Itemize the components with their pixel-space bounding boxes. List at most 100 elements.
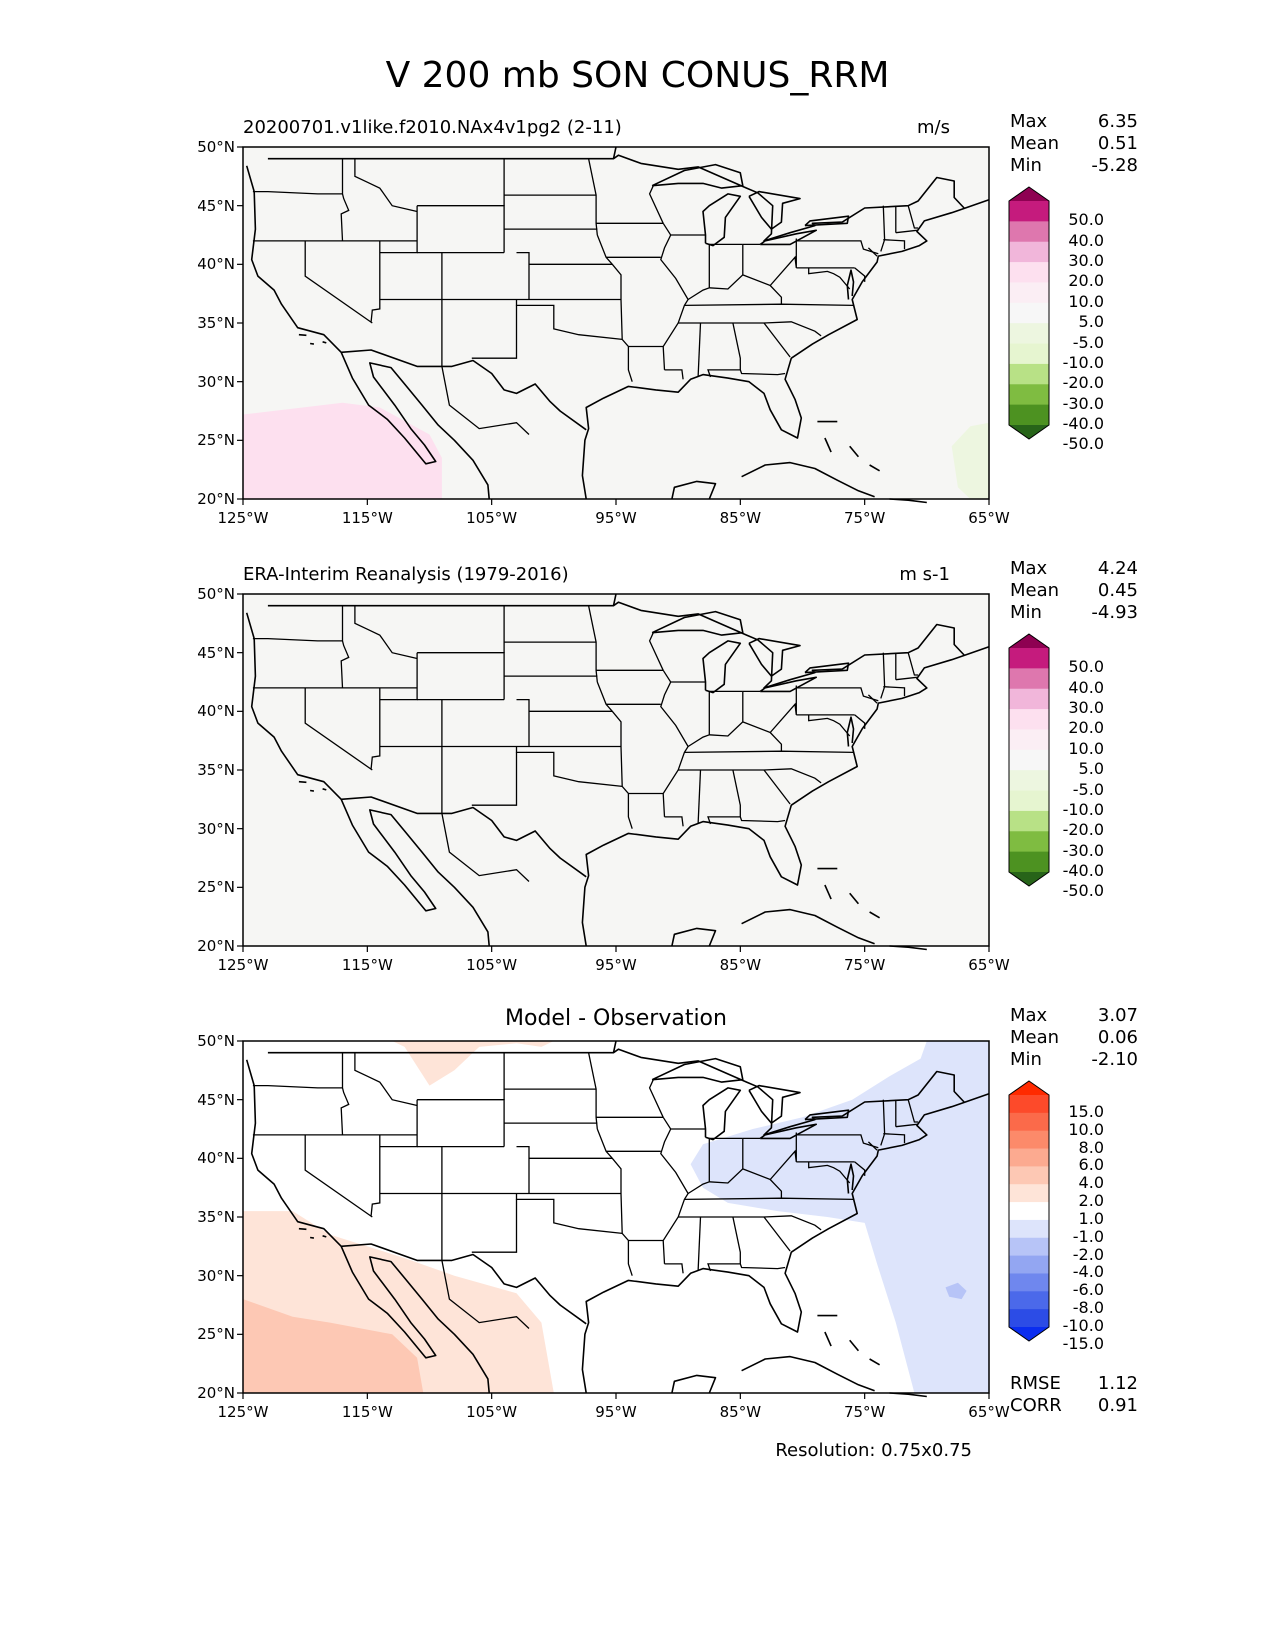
lon-tick-label: 85°W xyxy=(719,1403,762,1421)
colorbar-segment xyxy=(1009,668,1049,690)
colorbar-segment xyxy=(1009,749,1049,771)
colorbar-bottom-extend xyxy=(1009,872,1049,886)
lon-tick-label: 125°W xyxy=(217,956,269,974)
lon-tick-label: 105°W xyxy=(466,1403,518,1421)
lat-tick-label: 40°N xyxy=(197,1149,235,1168)
resolution-label: Resolution: 0.75x0.75 xyxy=(775,1440,972,1461)
colorbar-segment xyxy=(1009,1166,1049,1185)
corr-value: 0.91 xyxy=(1097,1395,1138,1416)
colorbar-label: -6.0 xyxy=(1072,1280,1104,1300)
colorbar-segment xyxy=(1009,1219,1049,1239)
lat-tick-label: 20°N xyxy=(197,937,235,955)
colorbar-segment xyxy=(1009,709,1049,730)
colorbar-label: 8.0 xyxy=(1078,1137,1104,1157)
lat-tick-label: 45°N xyxy=(197,643,235,662)
colorbar-label: -15.0 xyxy=(1062,1333,1104,1353)
lon-tick-label: 105°W xyxy=(466,509,518,527)
max-label: Max xyxy=(1010,1005,1048,1026)
min-value: -4.93 xyxy=(1091,602,1138,623)
lat-tick-label: 50°N xyxy=(197,1032,235,1050)
colorbar-label: 20.0 xyxy=(1068,718,1104,738)
panel-1-label: 20200701.v1like.f2010.NAx4v1pg2 (2-11) xyxy=(243,117,622,138)
lat-tick-label: 30°N xyxy=(197,1266,235,1285)
colorbar-label: -1.0 xyxy=(1072,1226,1104,1246)
colorbar-segment xyxy=(1009,384,1049,406)
panel-1-units: m/s xyxy=(917,117,950,138)
panel-2-colorbar: 50.0 40.0 30.0 20.0 10.0 5.0 -5.0 -10.0 -20.0 -30… xyxy=(1008,633,1104,900)
map-background xyxy=(243,594,989,946)
colorbar-label: 20.0 xyxy=(1068,271,1104,291)
colorbar-segment xyxy=(1009,1291,1049,1310)
colorbar-svg xyxy=(1008,1080,1050,1342)
lon-tick-label: 65°W xyxy=(968,509,1010,527)
contour-fill xyxy=(690,1041,989,1393)
colorbar-segment xyxy=(1009,1202,1049,1221)
colorbar-segment xyxy=(1009,1255,1049,1274)
colorbar-segment xyxy=(1009,221,1049,243)
colorbar-label: -5.0 xyxy=(1072,779,1104,799)
lon-tick-label: 75°W xyxy=(843,1403,886,1421)
colorbar-label: -20.0 xyxy=(1062,373,1104,393)
panel-3-title: Model - Observation xyxy=(505,1006,727,1031)
colorbar-label: -20.0 xyxy=(1062,820,1104,840)
max-value: 4.24 xyxy=(1097,558,1138,579)
mean-label: Mean xyxy=(1010,580,1060,601)
panel-3-colorbar: 15.0 10.0 8.0 6.0 4.0 2.0 1.0 -1.0 -2.0 -4.0 -6.0-… xyxy=(1008,1080,1104,1353)
max-value: 6.35 xyxy=(1097,111,1138,132)
lat-tick-label: 30°N xyxy=(197,372,235,391)
lon-tick-label: 95°W xyxy=(595,509,637,527)
colorbar-label: -40.0 xyxy=(1062,861,1104,880)
contour-fill xyxy=(945,1282,967,1300)
lon-tick-label: 75°W xyxy=(843,509,886,527)
colorbar-segment xyxy=(1009,1273,1049,1292)
contour-fill xyxy=(243,402,442,499)
colorbar-label: 10.0 xyxy=(1068,1119,1104,1139)
map-svg xyxy=(237,146,990,505)
colorbar-label: -50.0 xyxy=(1062,434,1104,454)
colorbar-svg xyxy=(1008,186,1050,440)
lon-tick-label: 75°W xyxy=(843,956,886,974)
panel-3-map: 50°N 45°N 40°N 35°N 30°N 25°N 20°N 125°W 115°W 10… xyxy=(197,1032,1010,1421)
lon-tick-label: 85°W xyxy=(719,509,762,527)
colorbar-label: -40.0 xyxy=(1062,414,1104,433)
colorbar-segment xyxy=(1009,1309,1049,1328)
colorbar-label: 6.0 xyxy=(1078,1155,1104,1175)
colorbar-label: -10.0 xyxy=(1062,799,1104,819)
colorbar-segment xyxy=(1009,851,1049,873)
colorbar-bottom-extend xyxy=(1009,1327,1049,1341)
colorbar-label: 40.0 xyxy=(1068,230,1104,250)
colorbar-label: 5.0 xyxy=(1078,759,1104,779)
lat-tick-label: 50°N xyxy=(197,138,235,156)
colorbar-segment xyxy=(1009,241,1049,263)
lat-tick-label: 50°N xyxy=(197,585,235,603)
colorbar-segment xyxy=(1009,1130,1049,1150)
panel-2-units: m s-1 xyxy=(899,564,950,585)
colorbar-segment xyxy=(1009,404,1049,426)
colorbar-label: -30.0 xyxy=(1062,393,1104,413)
colorbar-label: 5.0 xyxy=(1078,312,1104,332)
colorbar-label: 40.0 xyxy=(1068,677,1104,697)
panel-1-stats: Max 6.35 Mean 0.51 Min -5.28 xyxy=(1010,111,1138,177)
colorbar-segment xyxy=(1009,1095,1049,1114)
colorbar-top-extend xyxy=(1009,1081,1049,1095)
colorbar-outline xyxy=(1008,1080,1050,1342)
colorbar-segment xyxy=(1009,262,1049,283)
colorbar-segment xyxy=(1009,1237,1049,1257)
colorbar-top-extend xyxy=(1009,187,1049,201)
lon-tick-label: 95°W xyxy=(595,956,637,974)
colorbar-outline xyxy=(1008,633,1050,887)
colorbar-segment xyxy=(1009,1148,1049,1167)
lat-tick-label: 25°N xyxy=(197,1325,235,1344)
lat-tick-label: 30°N xyxy=(197,819,235,838)
colorbar-label: 2.0 xyxy=(1078,1191,1104,1211)
colorbar-label: 30.0 xyxy=(1068,698,1104,718)
lon-tick-label: 95°W xyxy=(595,1403,637,1421)
lat-tick-label: 20°N xyxy=(197,490,235,508)
colorbar-label: -50.0 xyxy=(1062,881,1104,901)
colorbar-segment xyxy=(1009,648,1049,669)
mean-value: 0.06 xyxy=(1097,1027,1138,1048)
min-value: -5.28 xyxy=(1091,155,1138,176)
colorbar-label: -4.0 xyxy=(1072,1262,1104,1282)
lon-tick-label: 125°W xyxy=(217,509,269,527)
colorbar-label: 50.0 xyxy=(1068,210,1104,230)
